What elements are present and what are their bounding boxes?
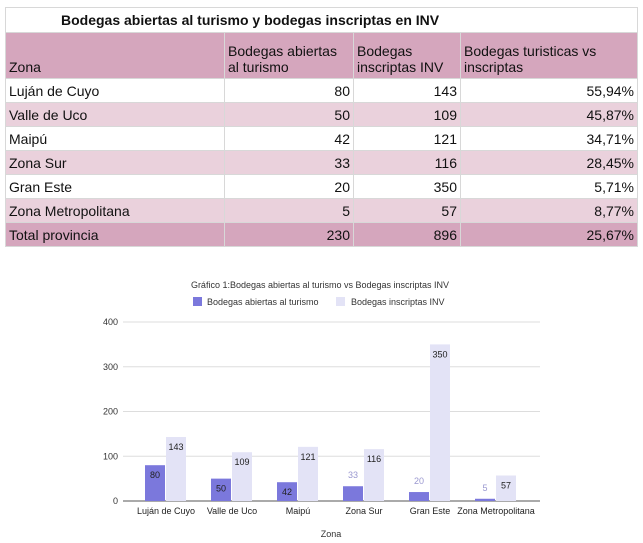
- cell-abiertas: 42: [224, 126, 354, 151]
- header-zona: Zona: [5, 32, 225, 79]
- data-label: 20: [414, 476, 424, 486]
- data-label: 143: [168, 442, 183, 452]
- legend-swatch-abiertas: [193, 297, 202, 306]
- x-tick-label: Gran Este: [410, 506, 451, 516]
- cell-abiertas: 50: [224, 102, 354, 127]
- data-label: 121: [300, 452, 315, 462]
- total-ratio: 25,67%: [460, 222, 638, 247]
- data-table: Bodegas abiertas al turismo y bodegas in…: [5, 7, 638, 247]
- data-label: 50: [216, 484, 226, 494]
- cell-inscriptas: 116: [353, 150, 461, 175]
- table-title: Bodegas abiertas al turismo y bodegas in…: [5, 7, 638, 33]
- legend-label-abiertas: Bodegas abiertas al turismo: [207, 297, 319, 307]
- y-tick-label: 200: [103, 407, 118, 417]
- cell-ratio: 28,45%: [460, 150, 638, 175]
- data-label: 116: [367, 454, 381, 464]
- cell-zona: Zona Metropolitana: [5, 198, 225, 223]
- header-inscriptas: Bodegas inscriptas INV: [353, 32, 461, 79]
- y-tick-label: 300: [103, 362, 118, 372]
- cell-inscriptas: 109: [353, 102, 461, 127]
- bar-abiertas: [211, 478, 231, 501]
- x-tick-label: Zona Sur: [345, 506, 382, 516]
- cell-inscriptas: 350: [353, 174, 461, 199]
- bar-abiertas: [343, 486, 363, 501]
- table-row: Zona Sur 33 116 28,45%: [5, 150, 638, 175]
- cell-abiertas: 20: [224, 174, 354, 199]
- cell-zona: Gran Este: [5, 174, 225, 199]
- cell-ratio: 55,94%: [460, 78, 638, 103]
- legend: Bodegas abiertas al turismo Bodegas insc…: [193, 297, 445, 307]
- data-label: 42: [282, 487, 292, 497]
- bar-abiertas: [145, 465, 165, 501]
- bar-chart: Gráfico 1:Bodegas abiertas al turismo vs…: [103, 280, 540, 539]
- data-label: 5: [482, 483, 487, 493]
- cell-zona: Maipú: [5, 126, 225, 151]
- bar-inscriptas: [496, 475, 516, 501]
- legend-swatch-inscriptas: [336, 297, 345, 306]
- cell-inscriptas: 143: [353, 78, 461, 103]
- table-row: Luján de Cuyo 80 143 55,94%: [5, 78, 638, 103]
- cell-zona: Zona Sur: [5, 150, 225, 175]
- bar-inscriptas: [232, 452, 252, 501]
- cell-ratio: 8,77%: [460, 198, 638, 223]
- cell-zona: Valle de Uco: [5, 102, 225, 127]
- table-row: Zona Metropolitana 5 57 8,77%: [5, 198, 638, 223]
- bar-inscriptas: [166, 437, 186, 501]
- total-inscriptas: 896: [353, 222, 461, 247]
- x-tick-label: Valle de Uco: [207, 506, 257, 516]
- chart-title: Gráfico 1:Bodegas abiertas al turismo vs…: [191, 280, 449, 290]
- cell-ratio: 45,87%: [460, 102, 638, 127]
- data-label: 80: [150, 470, 160, 480]
- y-tick-label: 0: [113, 496, 118, 506]
- cell-inscriptas: 57: [353, 198, 461, 223]
- data-label: 109: [234, 457, 249, 467]
- cell-inscriptas: 121: [353, 126, 461, 151]
- cell-abiertas: 33: [224, 150, 354, 175]
- header-abiertas: Bodegas abiertas al turismo: [224, 32, 354, 79]
- cell-abiertas: 5: [224, 198, 354, 223]
- table-row: Valle de Uco 50 109 45,87%: [5, 102, 638, 127]
- header-ratio: Bodegas turisticas vs inscriptas: [460, 32, 638, 79]
- y-tick-label: 100: [103, 451, 118, 461]
- legend-label-inscriptas: Bodegas inscriptas INV: [351, 297, 445, 307]
- bar-abiertas: [277, 482, 297, 501]
- cell-ratio: 5,71%: [460, 174, 638, 199]
- x-tick-label: Zona Metropolitana: [457, 506, 535, 516]
- total-abiertas: 230: [224, 222, 354, 247]
- table-row: Gran Este 20 350 5,71%: [5, 174, 638, 199]
- bar-inscriptas: [364, 449, 384, 501]
- table-total-row: Total provincia 230 896 25,67%: [5, 222, 638, 247]
- table-header-row: Zona Bodegas abiertas al turismo Bodegas…: [5, 32, 638, 79]
- bar-inscriptas: [298, 446, 318, 501]
- data-label: 350: [432, 349, 447, 359]
- data-label: 33: [348, 470, 358, 480]
- total-label: Total provincia: [5, 222, 225, 247]
- cell-zona: Luján de Cuyo: [5, 78, 225, 103]
- bar-abiertas: [409, 492, 429, 501]
- y-tick-label: 400: [103, 317, 118, 327]
- cell-ratio: 34,71%: [460, 126, 638, 151]
- x-tick-label: Luján de Cuyo: [137, 506, 195, 516]
- table-row: Maipú 42 121 34,71%: [5, 126, 638, 151]
- bar-inscriptas: [430, 344, 450, 501]
- x-axis-label: Zona: [321, 529, 342, 539]
- bar-abiertas: [475, 498, 495, 501]
- data-label: 57: [501, 480, 511, 490]
- x-tick-label: Maipú: [286, 506, 311, 516]
- cell-abiertas: 80: [224, 78, 354, 103]
